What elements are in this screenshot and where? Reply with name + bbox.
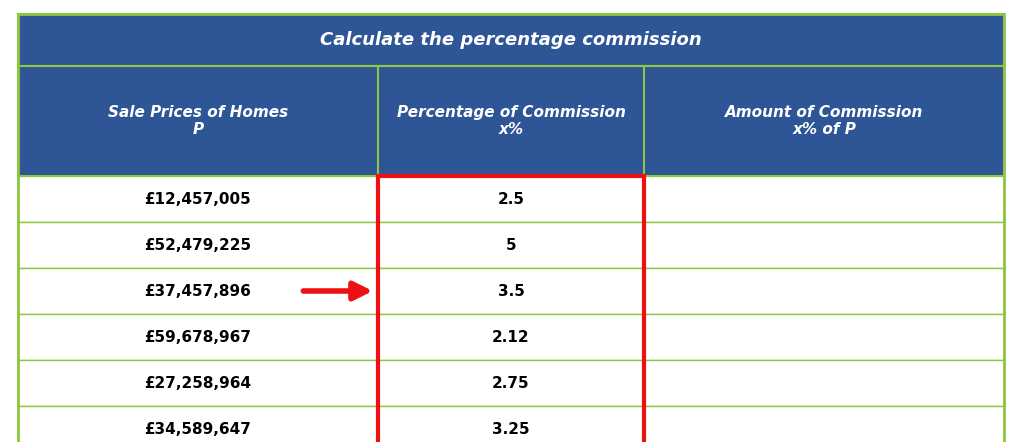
Bar	[18, 268, 1004, 314]
Text: 2.75: 2.75	[493, 376, 529, 390]
Bar	[18, 14, 1004, 66]
Text: Calculate the percentage commission: Calculate the percentage commission	[320, 31, 702, 49]
Bar	[377, 176, 645, 442]
Text: 5: 5	[506, 237, 516, 252]
Text: £27,258,964: £27,258,964	[144, 376, 251, 390]
Text: £37,457,896: £37,457,896	[144, 283, 251, 298]
Text: 3.5: 3.5	[498, 283, 524, 298]
Bar	[18, 176, 1004, 222]
Text: £34,589,647: £34,589,647	[144, 422, 251, 437]
Text: £52,479,225: £52,479,225	[144, 237, 251, 252]
Text: £12,457,005: £12,457,005	[144, 191, 251, 206]
Text: Percentage of Commission
x%: Percentage of Commission x%	[397, 105, 625, 137]
Text: Amount of Commission
x% of P: Amount of Commission x% of P	[725, 105, 924, 137]
Text: 3.25: 3.25	[493, 422, 529, 437]
Bar	[18, 222, 1004, 268]
Text: Sale Prices of Homes
P: Sale Prices of Homes P	[107, 105, 288, 137]
Text: 2.5: 2.5	[498, 191, 524, 206]
Text: £59,678,967: £59,678,967	[144, 329, 251, 344]
Text: 2.12: 2.12	[493, 329, 529, 344]
Bar	[18, 314, 1004, 360]
Bar	[18, 360, 1004, 406]
Bar	[18, 406, 1004, 442]
Bar	[18, 66, 1004, 176]
